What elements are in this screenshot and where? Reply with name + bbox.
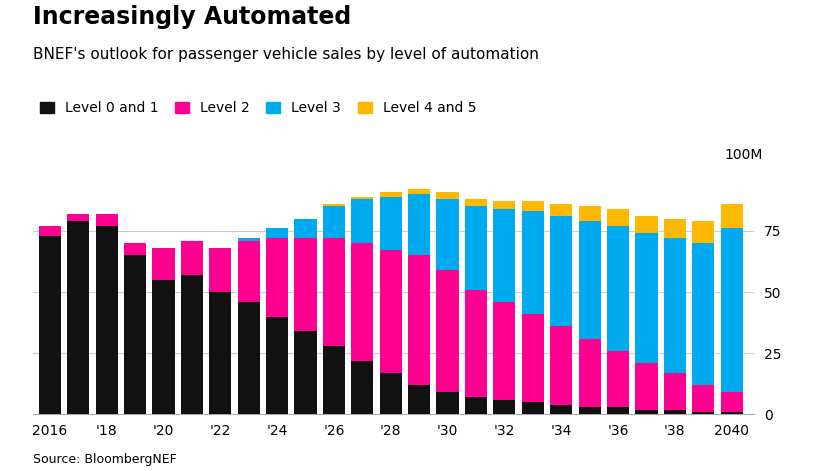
Bar: [152, 248, 174, 280]
Bar: [238, 238, 260, 241]
Bar: [521, 202, 543, 211]
Bar: [124, 255, 146, 414]
Bar: [663, 238, 686, 373]
Bar: [635, 216, 657, 233]
Bar: [38, 236, 61, 414]
Bar: [464, 199, 486, 206]
Bar: [720, 204, 742, 228]
Bar: [550, 204, 572, 216]
Bar: [493, 202, 515, 209]
Bar: [464, 290, 486, 398]
Bar: [578, 221, 600, 339]
Bar: [67, 221, 89, 414]
Bar: [124, 243, 146, 255]
Bar: [209, 292, 231, 414]
Bar: [294, 238, 316, 331]
Text: 100M: 100M: [723, 148, 762, 162]
Bar: [181, 275, 203, 414]
Bar: [351, 199, 373, 243]
Bar: [238, 302, 260, 414]
Bar: [663, 219, 686, 238]
Bar: [606, 351, 628, 407]
Bar: [294, 219, 316, 238]
Bar: [436, 192, 458, 199]
Bar: [578, 206, 600, 221]
Bar: [96, 226, 118, 414]
Bar: [663, 410, 686, 414]
Bar: [209, 248, 231, 292]
Bar: [152, 280, 174, 414]
Bar: [351, 361, 373, 414]
Bar: [691, 412, 713, 414]
Bar: [265, 238, 287, 317]
Bar: [635, 363, 657, 410]
Bar: [238, 241, 260, 302]
Bar: [493, 400, 515, 414]
Bar: [521, 314, 543, 402]
Bar: [436, 392, 458, 414]
Bar: [408, 255, 430, 385]
Bar: [464, 206, 486, 290]
Bar: [379, 251, 401, 373]
Bar: [351, 196, 373, 199]
Text: BNEF's outlook for passenger vehicle sales by level of automation: BNEF's outlook for passenger vehicle sal…: [33, 47, 538, 62]
Bar: [323, 238, 345, 346]
Bar: [550, 216, 572, 326]
Bar: [294, 331, 316, 414]
Bar: [578, 339, 600, 407]
Bar: [323, 346, 345, 414]
Bar: [606, 407, 628, 414]
Bar: [436, 199, 458, 270]
Bar: [578, 407, 600, 414]
Bar: [379, 373, 401, 414]
Bar: [265, 317, 287, 414]
Bar: [181, 241, 203, 275]
Bar: [436, 270, 458, 392]
Bar: [550, 326, 572, 405]
Bar: [464, 398, 486, 414]
Bar: [408, 385, 430, 414]
Bar: [550, 405, 572, 414]
Bar: [691, 385, 713, 412]
Bar: [38, 226, 61, 236]
Bar: [635, 410, 657, 414]
Bar: [720, 412, 742, 414]
Text: Increasingly Automated: Increasingly Automated: [33, 5, 351, 29]
Bar: [67, 214, 89, 221]
Bar: [691, 243, 713, 385]
Bar: [691, 221, 713, 243]
Text: Source: BloombergNEF: Source: BloombergNEF: [33, 453, 176, 466]
Bar: [720, 228, 742, 392]
Bar: [323, 204, 345, 206]
Bar: [96, 214, 118, 226]
Bar: [606, 209, 628, 226]
Bar: [408, 194, 430, 255]
Bar: [379, 196, 401, 251]
Bar: [323, 206, 345, 238]
Bar: [720, 392, 742, 412]
Bar: [663, 373, 686, 410]
Bar: [493, 209, 515, 302]
Bar: [606, 226, 628, 351]
Bar: [265, 228, 287, 238]
Bar: [379, 192, 401, 196]
Bar: [351, 243, 373, 361]
Bar: [521, 211, 543, 314]
Bar: [493, 302, 515, 400]
Bar: [521, 402, 543, 414]
Bar: [635, 233, 657, 363]
Bar: [408, 189, 430, 194]
Legend: Level 0 and 1, Level 2, Level 3, Level 4 and 5: Level 0 and 1, Level 2, Level 3, Level 4…: [39, 101, 476, 115]
